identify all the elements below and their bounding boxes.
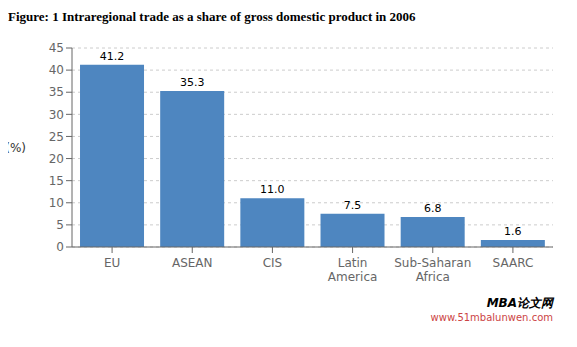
svg-text:15: 15 bbox=[49, 174, 64, 188]
html-text:www.51mbalunwen.com: www.51mbalunwen.com bbox=[430, 312, 553, 323]
svg-text:ASEAN: ASEAN bbox=[172, 256, 213, 270]
svg-text:25: 25 bbox=[49, 130, 64, 144]
svg-text:6.8: 6.8 bbox=[424, 202, 442, 215]
svg-text:11.0: 11.0 bbox=[260, 183, 285, 196]
svg-text:(%): (%) bbox=[8, 141, 26, 155]
svg-text:40: 40 bbox=[49, 63, 64, 77]
svg-text:CIS: CIS bbox=[263, 256, 283, 270]
svg-text:30: 30 bbox=[49, 108, 64, 122]
svg-text:0: 0 bbox=[56, 240, 64, 254]
html-text:MBA论文网: MBA论文网 bbox=[486, 296, 553, 310]
svg-text:35: 35 bbox=[49, 85, 64, 99]
html-text:Figure: 1 Intraregional trade: Figure: 1 Intraregional trade as a share… bbox=[8, 9, 416, 24]
svg-text:41.2: 41.2 bbox=[100, 50, 125, 63]
svg-text:5: 5 bbox=[56, 218, 64, 232]
svg-text:1.6: 1.6 bbox=[504, 225, 522, 238]
svg-text:SAARC: SAARC bbox=[493, 256, 534, 270]
svg-text:35.3: 35.3 bbox=[180, 76, 205, 89]
svg-text:LatinAmerica: LatinAmerica bbox=[328, 256, 378, 284]
svg-text:EU: EU bbox=[104, 256, 120, 270]
svg-text:45: 45 bbox=[49, 41, 64, 55]
svg-text:10: 10 bbox=[49, 196, 64, 210]
svg-text:Sub-SaharanAfrica: Sub-SaharanAfrica bbox=[394, 256, 471, 284]
svg-text:7.5: 7.5 bbox=[344, 199, 362, 212]
svg-text:20: 20 bbox=[49, 152, 64, 166]
